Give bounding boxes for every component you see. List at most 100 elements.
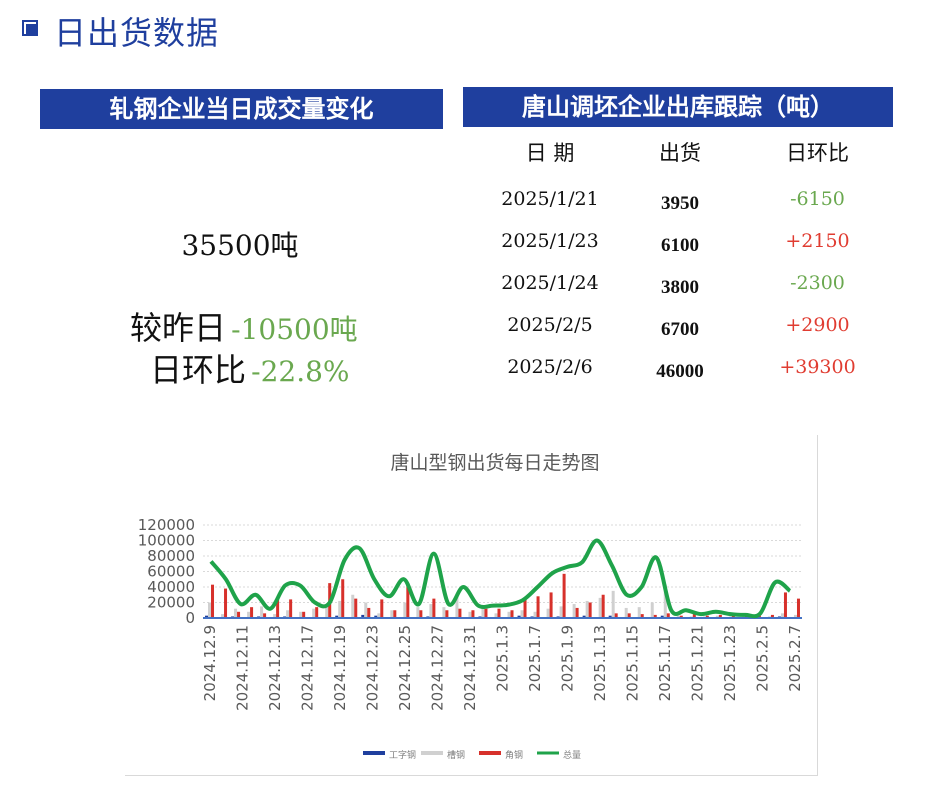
bar [442,607,446,618]
bar [221,614,225,618]
bar [429,604,433,618]
bar [536,596,540,618]
bar [289,599,293,618]
table-cell-change: +2900 [785,314,850,336]
bar [663,584,667,618]
bar [351,594,355,618]
bar [302,611,306,618]
bar [208,602,212,618]
bar [380,599,384,618]
bar [653,614,657,618]
bar [559,606,563,618]
bar [666,613,670,618]
bar [692,614,696,618]
column-header-change: 日环比 [786,141,849,165]
x-tick-label: 2024.12.19 [331,625,349,711]
y-tick-label: 0 [185,609,195,627]
bar [367,607,371,618]
bar [770,614,774,618]
bar [676,615,680,618]
bar [585,600,589,618]
bar [481,608,485,618]
bar [406,583,410,618]
bar [403,602,407,618]
y-tick-label: 100000 [138,532,195,550]
x-tick-label: 2025.1.3 [494,625,512,692]
bar [660,615,664,618]
legend-swatch [421,751,443,755]
page-title: 日出货数据 [54,14,220,52]
legend-label: 总量 [563,749,581,761]
bar [624,607,628,618]
x-tick-label: 2025.1.7 [526,625,544,692]
bar [458,608,462,618]
bar [614,613,618,618]
legend-swatch [363,751,385,755]
x-tick-label: 2024.12.17 [299,625,317,711]
bar [260,606,264,618]
bar [715,615,719,618]
bar [627,613,631,618]
table-cell-change: -2300 [790,272,845,294]
x-tick-label: 2024.12.31 [461,625,479,711]
ratio-label: 日环比 [150,351,247,389]
bar [419,610,423,618]
bar [497,608,501,618]
bar [312,608,316,618]
bar [598,597,602,618]
column-header-date: 日 期 [525,141,575,165]
bar [650,602,654,618]
table-cell-change: +39300 [779,356,856,378]
bar [250,607,254,618]
shipment-chart: 唐山型钢出货每日走势图 02000040000600008000010000012… [138,452,804,761]
bar [494,613,498,618]
bar [335,615,339,618]
y-tick-label: 20000 [147,594,195,612]
bar [338,600,342,618]
table-cell-date: 2025/1/23 [501,230,599,252]
y-tick-label: 120000 [138,516,195,534]
right-banner: 唐山调坯企业出库跟踪（吨） [463,87,893,127]
bar [286,610,290,618]
bar [757,615,761,618]
table-cell-date: 2025/2/5 [507,314,593,336]
table-cell-date: 2025/1/21 [501,188,599,210]
bar [237,611,241,618]
daily-change-row: 较昨日 -10500吨 [130,303,358,349]
bar [783,592,787,618]
volume-value: 35500吨 [181,229,299,262]
bar [572,604,576,618]
x-tick-label: 2025.1.21 [689,625,707,701]
bar [796,598,800,618]
bar [299,611,303,618]
bar [315,607,319,618]
legend-label: 槽钢 [447,749,465,761]
bar [325,606,329,618]
bar [416,607,420,618]
bar [523,598,527,618]
chart-container: 唐山型钢出货每日走势图 0 20000 40000 60000 80000 100000 12… [125,435,818,776]
table-cell-change: +2150 [785,230,850,252]
bar [455,594,459,618]
bar [679,615,683,618]
bar [341,579,345,618]
bar [582,615,586,618]
bar [445,610,449,618]
bar [601,594,605,618]
y-tick-label: 80000 [147,547,195,565]
legend-label: 工字钢 [389,749,416,761]
bar [588,602,592,618]
bar [273,614,277,618]
bar [718,614,722,618]
bar [533,611,537,618]
table-cell-shipment: 46000 [656,361,704,382]
bar [546,608,550,618]
bar [364,602,368,618]
chart-title: 唐山型钢出货每日走势图 [390,452,599,474]
bar [224,588,228,618]
bar [247,611,251,618]
bar [507,611,511,618]
bar [562,573,566,618]
bar [640,614,644,618]
bar [520,610,524,618]
